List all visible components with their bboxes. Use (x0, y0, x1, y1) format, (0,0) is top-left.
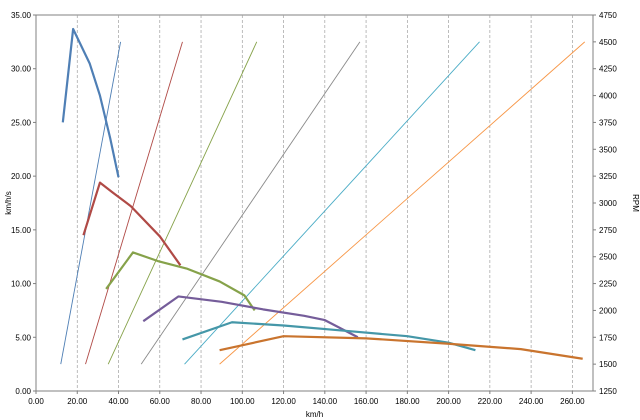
y-left-tick-label: 35.00 (11, 11, 32, 20)
accel-line-4 (142, 295, 359, 339)
y-left-tick-label: 5.00 (15, 333, 31, 342)
y-left-tick-label: 0.00 (15, 387, 31, 396)
y-right-tick-label: 3500 (599, 145, 617, 154)
x-tick-label: 160.00 (354, 397, 379, 406)
y-right-tick-label: 4250 (599, 65, 617, 74)
plot-area (35, 14, 594, 392)
rpm-line-3 (107, 41, 258, 365)
accel-line-1 (61, 27, 120, 178)
rpm-line-1 (60, 41, 122, 365)
x-tick-label: 20.00 (67, 397, 88, 406)
y-right-tick-label: 4000 (599, 92, 617, 101)
y-right-tick-label: 2500 (599, 253, 617, 262)
y-left-tick-label: 15.00 (11, 226, 32, 235)
x-tick-label: 260.00 (560, 397, 585, 406)
y-right-tick-label: 1750 (599, 333, 617, 342)
rpm-line-4 (140, 41, 361, 365)
x-tick-label: 60.00 (150, 397, 171, 406)
y-left-axis-title: km/h/s (4, 191, 13, 215)
x-tick-label: 40.00 (109, 397, 130, 406)
y-left-tick-label: 10.00 (11, 280, 32, 289)
y-right-tick-label: 4750 (599, 11, 617, 20)
y-right-axis-title: RPM (631, 194, 640, 212)
x-tick-label: 120.00 (271, 397, 296, 406)
y-right-tick-label: 2750 (599, 226, 617, 235)
x-tick-label: 0.00 (28, 397, 44, 406)
y-right-tick-label: 3750 (599, 118, 617, 127)
x-tick-label: 200.00 (436, 397, 461, 406)
y-left-tick-label: 25.00 (11, 118, 32, 127)
x-axis-title: km/h (306, 410, 323, 419)
accel-line-2 (82, 181, 182, 266)
x-tick-label: 80.00 (191, 397, 212, 406)
x-tick-label: 180.00 (395, 397, 420, 406)
y-left-tick-label: 20.00 (11, 172, 32, 181)
rpm-line-2 (85, 41, 183, 365)
y-right-tick-label: 2250 (599, 280, 617, 289)
x-tick-label: 240.00 (519, 397, 544, 406)
x-tick-label: 220.00 (478, 397, 503, 406)
x-tick-label: 100.00 (230, 397, 255, 406)
y-right-tick-label: 1250 (599, 387, 617, 396)
y-left-tick-label: 30.00 (11, 65, 32, 74)
x-tick-label: 140.00 (313, 397, 338, 406)
y-right-tick-label: 2000 (599, 306, 617, 315)
y-right-tick-label: 1500 (599, 360, 617, 369)
y-right-tick-label: 3250 (599, 172, 617, 181)
accel-line-3 (105, 251, 256, 312)
y-right-tick-label: 4500 (599, 38, 617, 47)
rpm-line-5 (184, 41, 480, 365)
y-right-tick-label: 3000 (599, 199, 617, 208)
rpm-line-6 (219, 41, 586, 365)
accel-line-6 (219, 335, 583, 360)
